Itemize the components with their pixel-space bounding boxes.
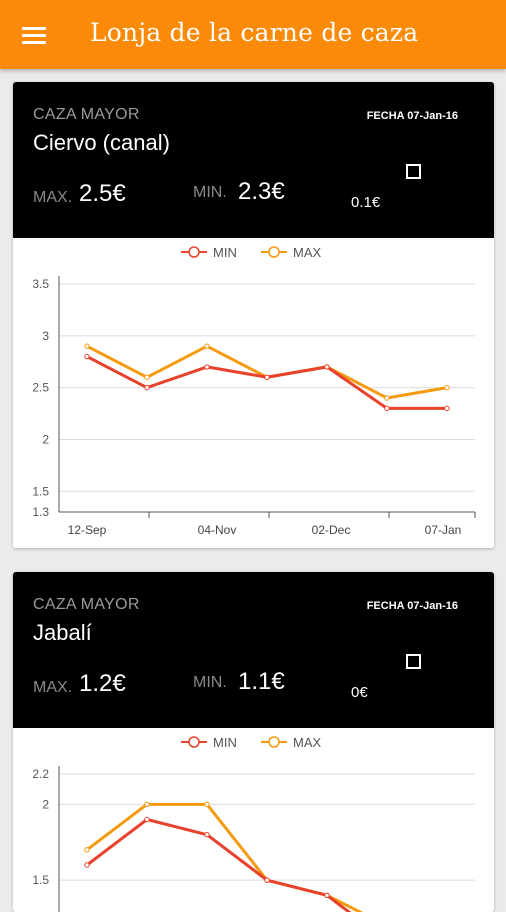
data-point-max	[205, 802, 209, 806]
data-point-min	[265, 375, 269, 379]
category-label: CAZA MAYOR	[33, 106, 140, 124]
y-tick-label: 2.2	[32, 767, 49, 781]
legend-marker	[189, 737, 199, 747]
legend-label: MIN	[213, 735, 237, 750]
price-chart-svg: 1.5 2 2.2 MIN MAX	[13, 728, 494, 912]
legend-label: MAX	[293, 245, 322, 260]
legend-label: MIN	[213, 245, 237, 260]
price-chart-svg: 1.3 1.5 2 2.5 3 3.5 12-Sep 04-Nov 02-Dec 07-Jan MI…	[13, 238, 494, 548]
legend-marker	[269, 247, 279, 257]
data-point-min	[385, 406, 389, 410]
data-point-min	[205, 365, 209, 369]
app-title: Lonja de la carne de caza	[90, 18, 418, 47]
data-point-max	[205, 344, 209, 348]
data-point-max	[145, 375, 149, 379]
card-header: CAZA MAYOR FECHA 07-Jan-16 Jabalí MAX. 1…	[13, 572, 494, 728]
x-tick-label: 04-Nov	[198, 523, 237, 537]
min-value: 1.1€	[238, 668, 285, 696]
series-line-max	[87, 804, 447, 912]
series-line-max	[87, 346, 447, 398]
x-tick-label: 07-Jan	[425, 523, 462, 537]
date-label: FECHA 07-Jan-16	[367, 110, 458, 122]
favorite-checkbox[interactable]	[406, 164, 421, 179]
data-point-min	[325, 365, 329, 369]
data-point-min	[265, 878, 269, 882]
product-name: Jabalí	[33, 620, 92, 646]
min-label: MIN.	[193, 674, 227, 692]
data-point-min	[85, 354, 89, 358]
category-label: CAZA MAYOR	[33, 596, 140, 614]
y-tick-label: 1.3	[32, 505, 49, 519]
legend-marker	[189, 247, 199, 257]
legend-marker	[269, 737, 279, 747]
data-point-min	[145, 385, 149, 389]
product-name: Ciervo (canal)	[33, 130, 170, 156]
data-point-max	[385, 396, 389, 400]
max-label: MAX.	[33, 679, 72, 697]
y-tick-label: 2.5	[32, 381, 49, 395]
data-point-max	[445, 385, 449, 389]
menu-icon[interactable]	[22, 25, 46, 45]
data-point-min	[145, 817, 149, 821]
x-tick-label: 12-Sep	[68, 523, 107, 537]
data-point-min	[85, 863, 89, 867]
data-point-max	[145, 802, 149, 806]
data-point-max	[85, 848, 89, 852]
difference-value: 0€	[351, 684, 368, 701]
series-line-min	[87, 357, 447, 409]
card-header: CAZA MAYOR FECHA 07-Jan-16 Ciervo (canal…	[13, 82, 494, 238]
min-value: 2.3€	[238, 178, 285, 206]
price-chart: 1.3 1.5 2 2.5 3 3.5 12-Sep 04-Nov 02-Dec 07-Jan MI…	[13, 238, 494, 548]
app-bar: Lonja de la carne de caza	[0, 0, 506, 69]
y-tick-label: 1.5	[32, 873, 49, 887]
price-card[interactable]: CAZA MAYOR FECHA 07-Jan-16 Ciervo (canal…	[13, 82, 494, 548]
y-tick-label: 1.5	[32, 484, 49, 498]
date-label: FECHA 07-Jan-16	[367, 600, 458, 612]
series-line-min	[87, 820, 447, 912]
y-tick-label: 2	[42, 797, 49, 811]
favorite-checkbox[interactable]	[406, 654, 421, 669]
max-value: 1.2€	[79, 670, 126, 698]
price-card[interactable]: CAZA MAYOR FECHA 07-Jan-16 Jabalí MAX. 1…	[13, 572, 494, 912]
max-value: 2.5€	[79, 180, 126, 208]
y-tick-label: 2	[42, 432, 49, 446]
data-point-min	[325, 893, 329, 897]
data-point-min	[445, 406, 449, 410]
x-tick-label: 02-Dec	[312, 523, 351, 537]
data-point-min	[205, 832, 209, 836]
difference-value: 0.1€	[351, 194, 380, 211]
legend-label: MAX	[293, 735, 322, 750]
max-label: MAX.	[33, 189, 72, 207]
y-tick-label: 3	[42, 329, 49, 343]
y-tick-label: 3.5	[32, 277, 49, 291]
price-chart: 1.5 2 2.2 MIN MAX	[13, 728, 494, 912]
data-point-max	[85, 344, 89, 348]
min-label: MIN.	[193, 184, 227, 202]
